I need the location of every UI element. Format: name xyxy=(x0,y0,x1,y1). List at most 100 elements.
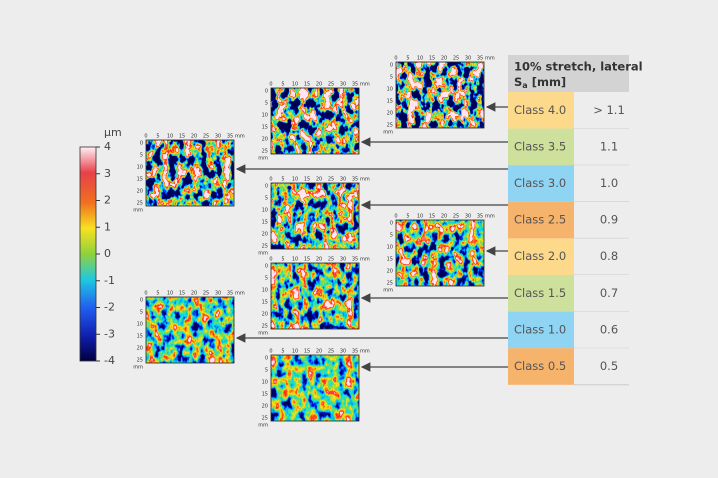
surface-map xyxy=(146,140,234,206)
map-y-tick: 15 xyxy=(262,125,268,131)
map-y-tick: 15 xyxy=(387,257,393,263)
map-y-tick: 5 xyxy=(140,310,143,316)
map-x-tick: 15 xyxy=(429,56,435,62)
value-cell xyxy=(574,201,629,239)
map-x-unit: mm xyxy=(235,134,245,140)
colorbar-scale xyxy=(79,146,97,362)
map-x-tick: 30 xyxy=(340,82,346,88)
map-x-tick: 20 xyxy=(316,349,322,355)
map-y-tick: 25 xyxy=(262,324,268,330)
class-label: Class 3.0 xyxy=(514,176,566,190)
map-x-tick: 15 xyxy=(304,257,310,263)
map-x-tick: 10 xyxy=(292,177,298,183)
map-x-tick: 35 xyxy=(352,257,358,263)
map-x-tick: 20 xyxy=(191,134,197,140)
map-x-tick: 15 xyxy=(429,214,435,220)
map-x-tick: 25 xyxy=(328,82,334,88)
map-x-tick: 15 xyxy=(179,134,185,140)
map-x-unit: mm xyxy=(485,56,495,62)
class-cell xyxy=(508,238,574,275)
map-y-tick: 0 xyxy=(140,141,143,147)
map-x-unit: mm xyxy=(360,257,370,263)
map-x-tick: 0 xyxy=(269,177,272,183)
table-header-bg xyxy=(508,55,629,92)
map-x-tick: 0 xyxy=(269,257,272,263)
map-y-tick: 0 xyxy=(140,298,143,304)
colorbar-tick-label: -3 xyxy=(104,327,115,340)
map-y-tick: 20 xyxy=(137,346,143,352)
map-y-tick: 20 xyxy=(137,189,143,195)
colorbar-tick-label: 4 xyxy=(104,140,111,153)
map-y-tick: 25 xyxy=(262,244,268,250)
map-x-tick: 20 xyxy=(191,291,197,297)
symbol: S xyxy=(514,75,522,89)
surface-map xyxy=(396,220,484,286)
sa-value: > 1.1 xyxy=(593,103,625,117)
class-label: Class 1.5 xyxy=(514,286,566,300)
unit: [mm] xyxy=(532,75,566,89)
table-header-symbol: Sa [mm] xyxy=(514,75,566,90)
map-x-tick: 5 xyxy=(281,177,284,183)
map-frame xyxy=(270,262,360,330)
map-y-tick: 20 xyxy=(262,404,268,410)
map-x-tick: 10 xyxy=(292,82,298,88)
value-cell xyxy=(574,128,629,166)
value-cell xyxy=(574,311,629,349)
map-x-tick: 25 xyxy=(203,134,209,140)
map-x-unit: mm xyxy=(360,82,370,88)
map-y-tick: 15 xyxy=(262,300,268,306)
map-y-unit: mm xyxy=(133,208,143,214)
map-y-tick: 25 xyxy=(262,149,268,155)
map-frame xyxy=(270,87,360,155)
map-y-tick: 15 xyxy=(262,220,268,226)
map-x-tick: 30 xyxy=(340,177,346,183)
map-x-tick: 25 xyxy=(328,257,334,263)
map-y-tick: 10 xyxy=(262,380,268,386)
colorbar-tick-label: 2 xyxy=(104,194,111,207)
class-cell xyxy=(508,311,574,349)
map-frame xyxy=(145,296,235,364)
value-cell xyxy=(574,92,629,129)
map-y-tick: 0 xyxy=(265,356,268,362)
map-x-tick: 0 xyxy=(394,214,397,220)
map-x-tick: 35 xyxy=(227,134,233,140)
map-y-tick: 5 xyxy=(390,233,393,239)
class-label: Class 2.5 xyxy=(514,213,566,227)
map-x-tick: 20 xyxy=(441,56,447,62)
map-x-unit: mm xyxy=(485,214,495,220)
map-x-unit: mm xyxy=(360,349,370,355)
map-x-tick: 20 xyxy=(316,257,322,263)
map-x-tick: 5 xyxy=(281,257,284,263)
value-cell xyxy=(574,238,629,275)
class-label: Class 2.0 xyxy=(514,249,566,263)
sa-value: 0.6 xyxy=(600,322,618,336)
map-x-unit: mm xyxy=(360,177,370,183)
map-x-tick: 5 xyxy=(281,349,284,355)
map-x-tick: 30 xyxy=(465,214,471,220)
class-cell xyxy=(508,165,574,202)
colorbar-tick-label: 3 xyxy=(104,167,111,180)
map-frame xyxy=(270,354,360,422)
sa-value: 1.0 xyxy=(600,176,618,190)
map-x-tick: 10 xyxy=(417,214,423,220)
map-x-tick: 35 xyxy=(352,177,358,183)
value-cell xyxy=(574,348,629,385)
map-y-tick: 0 xyxy=(265,264,268,270)
map-y-tick: 5 xyxy=(265,368,268,374)
colorbar-tick-label: -2 xyxy=(104,301,115,314)
map-y-unit: mm xyxy=(133,365,143,371)
colorbar-tick-label: -1 xyxy=(104,274,115,287)
map-y-tick: 5 xyxy=(390,75,393,81)
map-x-tick: 0 xyxy=(394,56,397,62)
map-y-tick: 5 xyxy=(265,101,268,107)
map-y-tick: 25 xyxy=(387,123,393,129)
surface-map xyxy=(396,62,484,128)
sa-value: 0.8 xyxy=(600,249,618,263)
map-y-tick: 0 xyxy=(390,63,393,69)
map-y-tick: 25 xyxy=(387,281,393,287)
class-cell xyxy=(508,348,574,385)
map-x-tick: 5 xyxy=(281,82,284,88)
map-x-tick: 25 xyxy=(203,291,209,297)
map-x-tick: 20 xyxy=(316,82,322,88)
map-frame xyxy=(270,182,360,250)
